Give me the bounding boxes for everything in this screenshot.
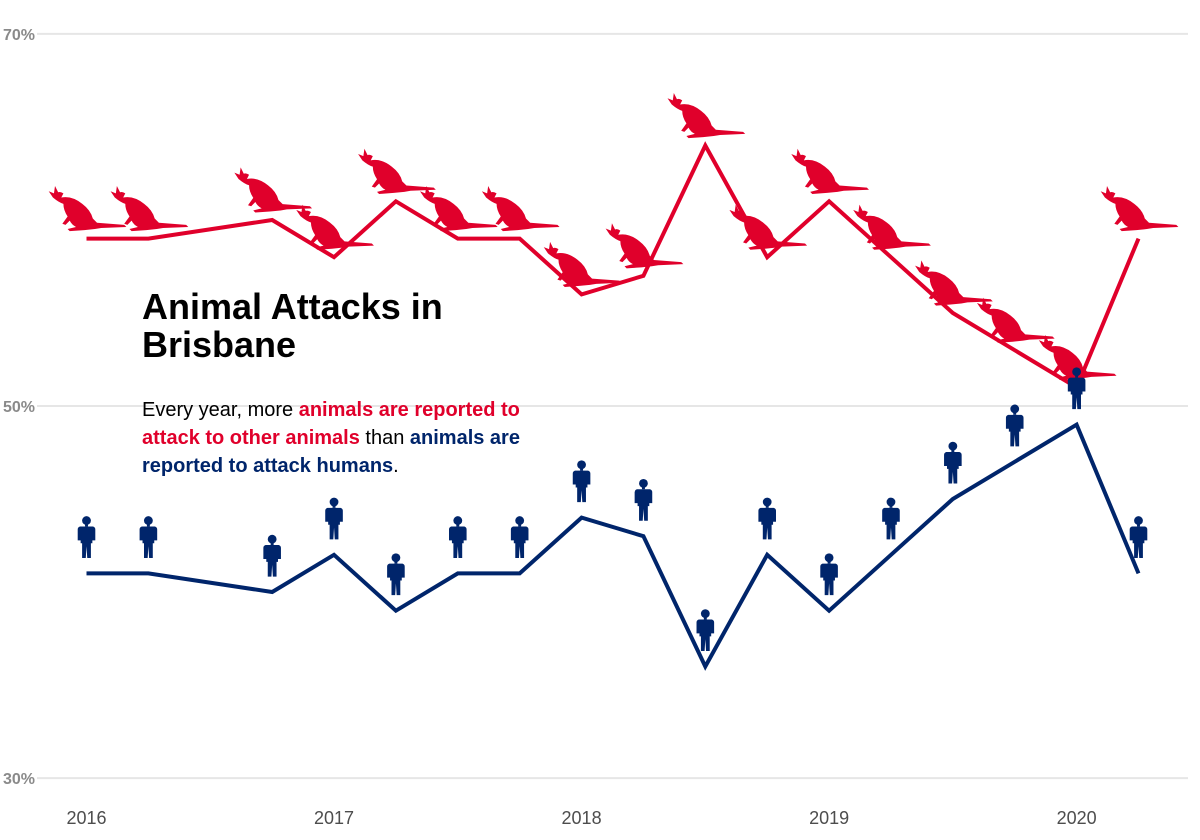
x-tick-label: 2020: [1057, 808, 1097, 828]
kangaroo-icon: [791, 148, 869, 194]
person-icon: [882, 497, 900, 540]
kangaroo-icon: [110, 186, 189, 232]
chart-title: Animal Attacks in Brisbane: [142, 286, 443, 365]
subtitle-text-2: than: [359, 427, 410, 449]
series-icons: [48, 92, 1179, 651]
series-line-humans: [86, 421, 1141, 671]
person-icon: [572, 460, 591, 503]
kangaroo-icon: [481, 186, 560, 232]
person-icon: [325, 497, 343, 540]
y-axis-ticks: 30% 50% 70%: [3, 27, 35, 788]
person-icon: [944, 441, 962, 484]
person-icon: [448, 516, 467, 558]
kangaroo-icon: [667, 92, 746, 139]
person-icon: [820, 553, 838, 596]
person-icon: [1005, 404, 1024, 447]
kangaroo-icon: [48, 186, 127, 232]
kangaroo-icon: [915, 260, 993, 306]
kangaroo-icon: [605, 223, 684, 269]
person-icon: [387, 553, 405, 596]
person-icon: [139, 516, 158, 558]
y-tick-label: 70%: [3, 27, 35, 44]
kangaroo-icon: [234, 167, 313, 213]
subtitle-highlight-animals: animals are reported to attack to other …: [142, 399, 520, 449]
person-icon: [758, 497, 777, 540]
x-axis-ticks: 2016 2017 2018 2019 2020: [66, 808, 1096, 828]
person-icon: [263, 534, 281, 577]
kangaroo-icon: [543, 241, 622, 287]
series-lines: [86, 141, 1141, 671]
person-icon: [77, 516, 96, 558]
x-tick-label: 2016: [66, 808, 106, 828]
y-tick-label: 50%: [3, 399, 35, 416]
y-tick-label: 30%: [3, 771, 35, 788]
subtitle-highlight-humans: animals are reported to attack humans: [142, 427, 520, 477]
subtitle-text-1: Every year, more: [142, 399, 299, 421]
subtitle-text-3: .: [393, 455, 399, 477]
grid-lines: [37, 32, 1188, 780]
chart-subtitle: Every year, more animals are reported to…: [142, 396, 572, 480]
x-tick-label: 2017: [314, 808, 354, 828]
x-tick-label: 2018: [562, 808, 602, 828]
person-icon: [510, 516, 529, 558]
x-tick-label: 2019: [809, 808, 849, 828]
kangaroo-icon: [358, 148, 436, 194]
kangaroo-icon: [853, 204, 931, 250]
kangaroo-icon: [1100, 186, 1179, 232]
person-icon: [1129, 516, 1148, 558]
person-icon: [696, 609, 715, 651]
person-icon: [634, 478, 653, 521]
kangaroo-icon: [729, 204, 808, 250]
series-line-animals: [86, 141, 1141, 391]
